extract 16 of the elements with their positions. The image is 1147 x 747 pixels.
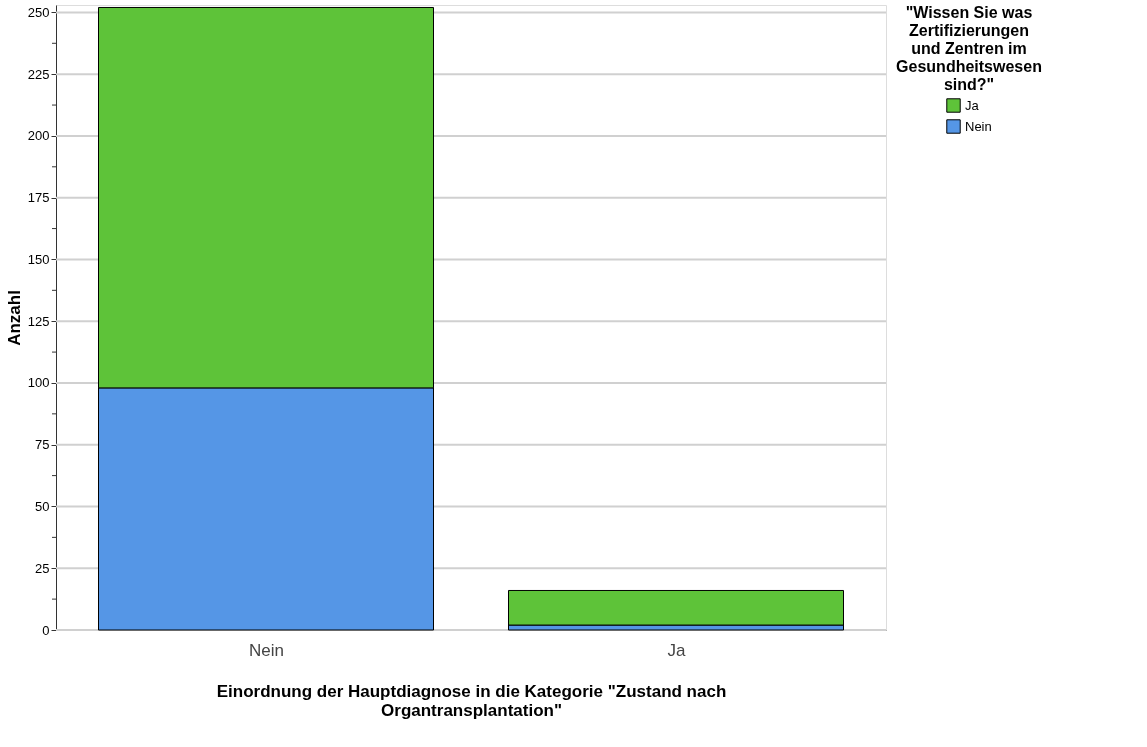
x-axis-title: Einordnung der Hauptdiagnose in die Kategorie "Zustand nach Organtransplantation" — [216, 681, 727, 720]
y-tick-label: 100 — [27, 375, 50, 391]
y-tick-label: 125 — [27, 313, 50, 329]
y-tick-label: 0 — [42, 622, 50, 638]
legend-label: Ja — [965, 97, 980, 113]
y-axis-title: Anzahl — [4, 290, 24, 346]
y-tick-label: 250 — [27, 4, 50, 20]
y-tick-label: 200 — [27, 128, 50, 144]
y-tick-label: 175 — [27, 190, 50, 206]
y-tick-label: 25 — [35, 560, 50, 576]
y-tick-label: 225 — [27, 66, 50, 82]
legend-title: "Wissen Sie was Zertifizierungen und Zentren im Gesundheitswesen sind?" — [896, 4, 1042, 93]
legend-label: Nein — [965, 118, 992, 134]
y-tick-label: 75 — [35, 437, 50, 453]
y-tick-label: 50 — [35, 498, 50, 514]
y-tick-label: 150 — [27, 251, 50, 267]
